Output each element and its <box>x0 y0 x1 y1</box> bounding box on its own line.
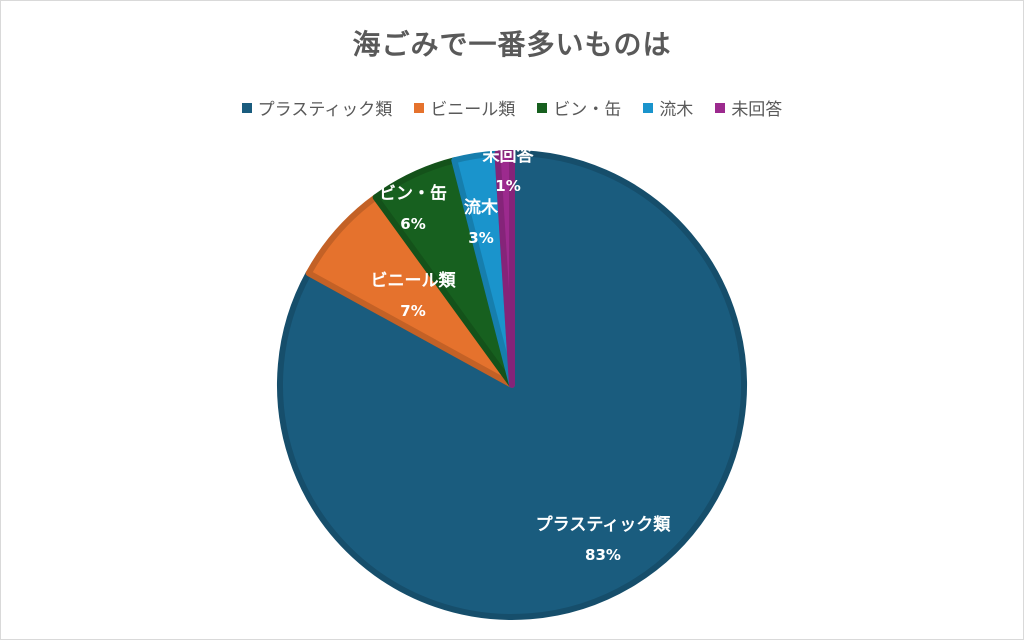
legend-swatch <box>241 102 252 113</box>
legend-label: プラスティック類 <box>257 100 393 120</box>
legend-label: 未回答 <box>731 100 783 120</box>
legend-item: ビン・缶 <box>537 95 621 120</box>
slice-label-name: プラスティック類 <box>536 514 672 535</box>
legend-swatch <box>643 102 654 113</box>
legend-label: ビニール類 <box>430 100 516 120</box>
chart-legend: プラスティック類 ビニール類 ビン・缶 流木 未回答 <box>1 95 1023 120</box>
slice-label-name: 未回答 <box>482 145 535 166</box>
legend-item: 未回答 <box>715 95 782 120</box>
slice-label-percent: 7% <box>400 302 425 320</box>
chart-title: 海ごみで一番多いものは <box>352 28 672 61</box>
legend-item: プラスティック類 <box>241 95 393 120</box>
slice-label-percent: 83% <box>585 546 621 564</box>
pie-slice <box>494 150 515 388</box>
slice-label-percent: 6% <box>400 215 425 233</box>
legend-item: 流木 <box>643 95 693 120</box>
legend-label: ビン・缶 <box>553 100 622 120</box>
slice-label-name: ビニール類 <box>371 271 457 291</box>
legend-swatch <box>414 102 425 113</box>
slice-label-name: ビン・缶 <box>379 183 447 204</box>
slice-label-percent: 1% <box>495 177 520 195</box>
legend-swatch <box>715 102 726 113</box>
slice-label-percent: 3% <box>468 229 493 247</box>
legend-label: 流木 <box>659 100 694 120</box>
legend-swatch <box>537 102 548 113</box>
slice-label-name: 流木 <box>464 197 499 218</box>
legend-item: ビニール類 <box>414 95 515 120</box>
